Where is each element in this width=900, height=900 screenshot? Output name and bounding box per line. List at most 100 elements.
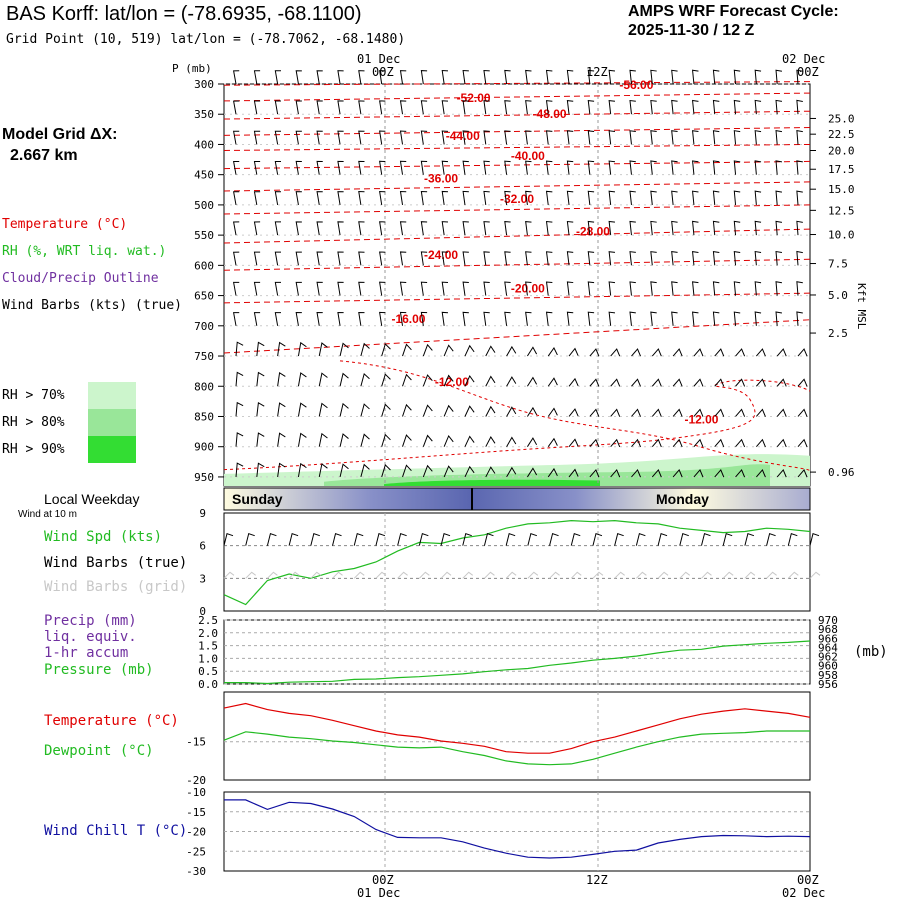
dewpoint-line <box>223 730 810 766</box>
top-date-3: 02 Dec <box>782 52 826 66</box>
wind-barb <box>358 70 365 85</box>
wind-barb-grid <box>462 571 474 579</box>
temperature-contour <box>223 181 811 192</box>
pressure-tick-label: 800 <box>194 380 214 393</box>
wind-barb <box>629 281 636 296</box>
pressure-tick-label: 968 <box>818 623 838 636</box>
wind-chill-label: Wind Chill T (°C) <box>44 823 188 839</box>
wind-barb <box>608 69 616 85</box>
temperature-contour-label: -28.00 <box>576 225 610 239</box>
wind-barb <box>735 378 746 387</box>
wind-speed-tick-label: 9 <box>199 507 206 520</box>
wind-barb <box>651 468 662 478</box>
bottom-date-1: 01 Dec <box>357 886 401 900</box>
wind-barb-grid <box>223 571 235 579</box>
wind-barb <box>253 160 261 175</box>
wind-barb-grid <box>679 571 691 579</box>
wind-barb <box>485 435 496 447</box>
temperature-contour-label: -40.00 <box>511 149 545 163</box>
wind-barb <box>754 311 762 326</box>
wind-barb <box>775 69 783 85</box>
wind-barb <box>274 160 281 175</box>
temperature-contour <box>223 160 811 170</box>
wind-barb <box>693 408 704 417</box>
wind-barb <box>462 190 469 205</box>
wind-barb <box>420 251 428 266</box>
wind-barb <box>587 160 595 175</box>
wind-barb <box>295 281 302 296</box>
pressure-tick-label: 350 <box>194 108 214 121</box>
wind-barb <box>253 221 261 236</box>
wind-barb <box>650 281 657 296</box>
wind-barb <box>754 220 762 236</box>
wind-barb <box>589 408 600 417</box>
temperature-label: Temperature (°C) <box>44 713 179 729</box>
wind-barb-grid <box>267 571 278 579</box>
wind-speed-tick-label: 3 <box>199 572 206 585</box>
wind-barb <box>235 371 244 387</box>
wind-barb <box>733 190 741 205</box>
wind-barb <box>566 130 574 145</box>
wind-barb <box>295 221 302 236</box>
wind-barb-true <box>288 533 299 546</box>
wind-barb <box>504 311 511 326</box>
temperature-contour-label: -56.00 <box>619 78 653 92</box>
wind-barb-grid <box>787 571 799 579</box>
wind-barb <box>672 438 683 448</box>
wind-barb <box>483 281 490 296</box>
wind-barb <box>233 191 240 205</box>
wind-barb-grid <box>527 571 539 579</box>
temperature-contour <box>223 319 811 354</box>
wind-barb-grid <box>744 571 756 579</box>
wind-barb-true <box>635 533 646 546</box>
wind-barb-grid <box>570 571 582 579</box>
wind-barb <box>629 69 636 85</box>
kft-tick-label: 0.96 <box>828 466 855 479</box>
main-plot-frame <box>223 83 811 487</box>
bottom-date-3: 02 Dec <box>782 886 826 900</box>
wind-barb <box>651 378 662 387</box>
wind-barb <box>337 191 344 205</box>
wind-barb <box>504 130 511 145</box>
temperature-contour-label: -24.00 <box>424 248 458 262</box>
wind-barb <box>316 160 323 175</box>
top-time-2: 12Z <box>586 65 608 79</box>
wind-barb <box>295 70 302 85</box>
pressure-tick-label: 964 <box>818 641 838 654</box>
wind-barb <box>755 408 766 417</box>
pressure-tick-label: 450 <box>194 169 214 182</box>
pressure-tick-label: 400 <box>194 138 214 151</box>
temperature-line <box>223 702 811 754</box>
wind-barb <box>295 160 302 175</box>
wind-barb <box>547 437 558 447</box>
kft-tick-label: 22.5 <box>828 128 855 141</box>
wind-barb <box>506 376 517 387</box>
legend-rh80-label: RH > 80% <box>2 415 65 430</box>
wind-barb <box>650 160 657 175</box>
temperature-contour-label: -12.00 <box>435 375 469 389</box>
wind-barbs-true-label: Wind Barbs (true) <box>44 555 188 571</box>
wind-barb <box>316 100 323 115</box>
wind-barb <box>420 160 428 175</box>
wind-barb <box>485 466 496 478</box>
wind-barb <box>587 130 595 145</box>
wind-barb <box>464 435 475 447</box>
legend-rh: RH (%, WRT liq. wat.) <box>2 244 167 259</box>
wind-barb <box>360 463 370 478</box>
wind-barb <box>235 341 244 357</box>
wind-barb <box>755 378 766 387</box>
bottom-time-3: 00Z <box>797 873 819 887</box>
wind-barb <box>775 311 783 326</box>
temperature-contour-label: -52.00 <box>457 91 491 105</box>
wind-barb <box>608 160 616 175</box>
wind-barb <box>526 437 538 447</box>
kft-tick-label: 15.0 <box>828 183 855 196</box>
wind-barb <box>671 69 678 85</box>
top-time-3: 00Z <box>797 65 819 79</box>
wind-barb <box>233 281 240 296</box>
wind-barb-true <box>223 533 234 546</box>
wind-barb <box>776 438 787 448</box>
wind-barb <box>610 408 621 417</box>
wind-barb <box>422 404 433 417</box>
